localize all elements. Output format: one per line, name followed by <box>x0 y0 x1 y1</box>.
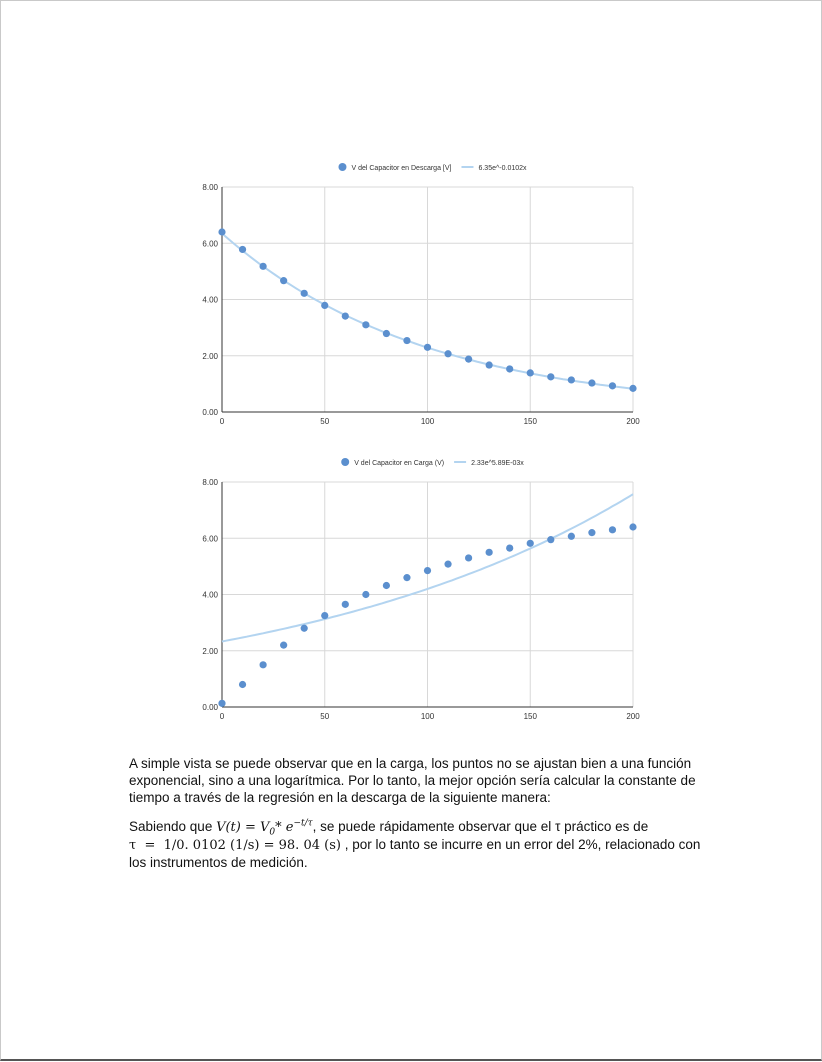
x-tick-label: 0 <box>220 417 225 426</box>
data-point <box>238 680 247 689</box>
body-text: A simple vista se puede observar que en … <box>129 755 709 883</box>
data-point <box>588 379 596 387</box>
y-tick-label: 6.00 <box>202 239 218 248</box>
trendline <box>221 493 634 643</box>
data-point <box>218 228 226 236</box>
after-tau-text: práctico es de <box>560 819 649 834</box>
data-point <box>608 382 617 390</box>
data-point <box>362 321 370 329</box>
tau-symbol: τ <box>555 819 561 834</box>
y-tick-label: 0.00 <box>202 703 218 712</box>
data-point <box>423 343 432 351</box>
data-point <box>300 289 308 297</box>
data-point <box>382 581 390 590</box>
data-point <box>300 624 308 632</box>
x-tick-label: 200 <box>626 712 640 721</box>
x-tick-label: 150 <box>524 712 538 721</box>
formula-lhs: V(t) <box>216 820 241 835</box>
y-tick-label: 4.00 <box>202 591 218 600</box>
data-point <box>444 560 452 568</box>
legend-series-label: V del Capacitor en Descarga [V] <box>351 165 451 172</box>
formula: V(t) = V0* e−t/τ <box>216 818 313 838</box>
formula-exponent: −t/τ <box>293 818 313 829</box>
legend: V del Capacitor en Carga (V) 2.33e^5.89E-… <box>341 458 524 467</box>
data-point <box>465 355 473 363</box>
x-tick-label: 50 <box>320 417 329 426</box>
data-point <box>485 548 493 556</box>
formula-multiply: * e <box>275 820 294 835</box>
data-point <box>238 245 247 254</box>
data-point <box>629 523 637 531</box>
legend-series-marker <box>338 163 347 171</box>
legend: V del Capacitor en Descarga [V] 6.35e^-0.… <box>338 163 527 172</box>
data-point <box>485 361 493 369</box>
y-tick-label: 8.00 <box>202 478 218 487</box>
charge-chart: 0 50 100 150 200 0.00 2.00 4.00 6.00 8.00 V del Ca… <box>181 451 651 723</box>
data-point <box>526 539 534 547</box>
paragraph-1: A simple vista se puede observar que en … <box>129 756 696 805</box>
data-point <box>567 376 575 384</box>
formula-v: V <box>260 820 270 835</box>
data-point <box>629 384 637 392</box>
y-tick-label: 8.00 <box>202 183 218 192</box>
data-point <box>218 699 226 707</box>
legend-trendline-label: 2.33e^5.89E-03x <box>471 460 524 467</box>
data-point <box>608 526 617 534</box>
data-point <box>423 566 432 575</box>
y-tick-label: 4.00 <box>202 296 218 305</box>
discharge-chart: 0 50 100 150 200 0.00 2.00 4.00 6.00 8.00 V del Ca… <box>181 156 651 431</box>
x-tick-label: 0 <box>220 712 225 721</box>
discharge-chart-svg: 0 50 100 150 200 0.00 2.00 4.00 6.00 8.00 V del Ca… <box>202 163 640 426</box>
data-point <box>465 554 473 562</box>
data-point <box>341 600 349 608</box>
data-point <box>280 277 288 285</box>
tau-calculation: τ = 1/0. 0102 (1/s) = 98. 04 (s) <box>129 838 341 853</box>
data-point <box>382 329 390 338</box>
legend-series-marker <box>341 458 350 466</box>
data-point <box>547 536 555 544</box>
legend-series-label: V del Capacitor en Carga (V) <box>354 460 444 467</box>
x-tick-label: 50 <box>320 712 329 721</box>
x-tick-label: 100 <box>421 712 435 721</box>
data-point <box>321 301 329 310</box>
data-point <box>567 532 575 540</box>
x-tick-label: 200 <box>626 417 640 426</box>
data-point <box>362 590 370 599</box>
legend-trendline-label: 6.35e^-0.0102x <box>478 165 527 172</box>
data-point <box>588 529 596 537</box>
y-tick-label: 2.00 <box>202 647 218 656</box>
x-tick-label: 100 <box>421 417 435 426</box>
formula-v-subscript: 0 <box>269 827 276 838</box>
data-point <box>280 641 288 649</box>
paragraph-2: Sabiendo que V(t) = V0* e−t/τ, se puede … <box>129 818 709 871</box>
y-tick-label: 0.00 <box>202 408 218 417</box>
x-tick-label: 150 <box>524 417 538 426</box>
data-point <box>321 611 329 620</box>
formula-equals: = <box>240 820 261 835</box>
data-point <box>444 350 452 358</box>
data-point <box>403 574 411 582</box>
after-formula-text: , se puede rápidamente observar que el <box>312 819 556 834</box>
data-point <box>526 369 534 377</box>
data-point <box>259 262 267 270</box>
charge-chart-svg: 0 50 100 150 200 0.00 2.00 4.00 6.00 8.00 V del Ca… <box>202 458 640 721</box>
y-tick-label: 2.00 <box>202 352 218 361</box>
y-tick-label: 6.00 <box>202 534 218 543</box>
data-point <box>259 661 267 669</box>
data-point <box>341 312 349 320</box>
data-point <box>506 365 514 373</box>
data-point <box>506 544 514 552</box>
intro-text: Sabiendo que <box>129 819 217 834</box>
data-point <box>547 373 555 381</box>
conclusion-text: , por lo tanto se incurre en un error de… <box>129 837 701 870</box>
data-point <box>403 336 411 345</box>
